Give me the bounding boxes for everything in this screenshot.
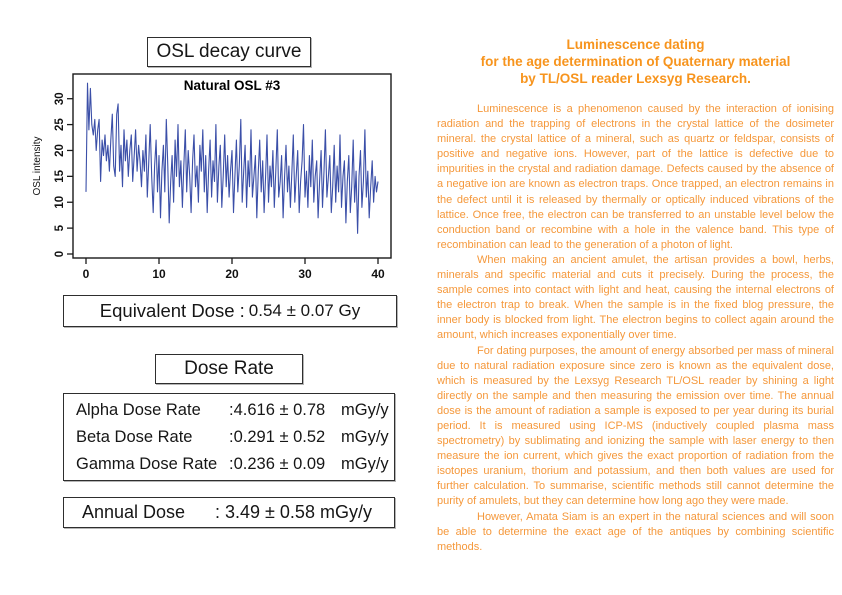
article-body: Luminescence is a phenomenon caused by t… <box>437 102 834 555</box>
svg-text:30: 30 <box>54 92 66 105</box>
svg-text:40: 40 <box>371 267 385 281</box>
equivalent-dose-box: Equivalent Dose : 0.54 ± 0.07 Gy <box>63 295 397 327</box>
gamma-dose-rate-value: :0.236 ± 0.09 <box>229 454 326 473</box>
alpha-dose-rate-unit: mGy/y <box>341 400 389 419</box>
article-title-line-1: Luminescence dating <box>566 37 705 52</box>
article-title-line-2: for the age determination of Quaternary … <box>480 54 791 69</box>
annual-dose-label: Annual Dose <box>82 502 186 522</box>
beta-dose-rate-unit: mGy/y <box>341 427 389 446</box>
svg-text:OSL intensity: OSL intensity <box>32 136 43 195</box>
svg-text:15: 15 <box>54 169 66 182</box>
osl-decay-curve-heading-box: OSL decay curve <box>147 37 311 67</box>
article-column: Luminescence dating for the age determin… <box>437 36 834 555</box>
article-paragraph-1: Luminescence is a phenomenon caused by t… <box>437 103 834 251</box>
article-paragraph-4: However, Amata Siam is an expert in the … <box>437 510 834 553</box>
osl-chart-svg: 0 5 10 15 20 25 30 0 10 20 30 40 Natural OSL #3 OSL i… <box>32 73 392 281</box>
svg-text:0: 0 <box>54 251 66 257</box>
article-title: Luminescence dating for the age determin… <box>437 36 834 87</box>
table-row-gamma: Gamma Dose Rate :0.236 ± 0.09 mGy/y <box>76 451 394 478</box>
article-paragraph-2: When making an ancient amulet, the artis… <box>437 253 834 342</box>
equivalent-dose-label: Equivalent Dose : <box>99 300 245 321</box>
svg-text:5: 5 <box>54 224 66 231</box>
svg-text:25: 25 <box>54 118 66 131</box>
svg-text:0: 0 <box>83 267 90 281</box>
dose-rate-table: Alpha Dose Rate :4.616 ± 0.78 mGy/y Beta… <box>63 393 395 481</box>
gamma-dose-rate-label: Gamma Dose Rate <box>76 454 218 473</box>
annual-dose-value: : 3.49 ± 0.58 mGy/y <box>215 502 372 522</box>
svg-text:10: 10 <box>152 267 166 281</box>
beta-dose-rate-value: :0.291 ± 0.52 <box>229 427 326 446</box>
article-paragraph-3: For dating purposes, the amount of energ… <box>437 344 834 508</box>
dose-rate-heading: Dose Rate <box>184 358 274 379</box>
alpha-dose-rate-value: :4.616 ± 0.78 <box>229 400 326 419</box>
svg-text:20: 20 <box>54 144 66 157</box>
article-title-line-3: by TL/OSL reader Lexsyg Research. <box>520 71 751 86</box>
table-row-alpha: Alpha Dose Rate :4.616 ± 0.78 mGy/y <box>76 397 394 424</box>
svg-text:10: 10 <box>54 196 66 209</box>
svg-text:Natural OSL #3: Natural OSL #3 <box>184 78 281 93</box>
equivalent-dose-value: 0.54 ± 0.07 Gy <box>248 301 361 320</box>
svg-text:20: 20 <box>225 267 239 281</box>
osl-decay-curve-heading: OSL decay curve <box>156 41 302 62</box>
table-row-beta: Beta Dose Rate :0.291 ± 0.52 mGy/y <box>76 424 394 451</box>
svg-text:30: 30 <box>298 267 312 281</box>
gamma-dose-rate-unit: mGy/y <box>341 454 389 473</box>
alpha-dose-rate-label: Alpha Dose Rate <box>76 400 201 419</box>
dose-rate-heading-box: Dose Rate <box>155 354 303 384</box>
beta-dose-rate-label: Beta Dose Rate <box>76 427 193 446</box>
osl-decay-chart: 0 5 10 15 20 25 30 0 10 20 30 40 Natural OSL #3 OSL i… <box>28 62 400 284</box>
annual-dose-box: Annual Dose : 3.49 ± 0.58 mGy/y <box>63 497 395 528</box>
